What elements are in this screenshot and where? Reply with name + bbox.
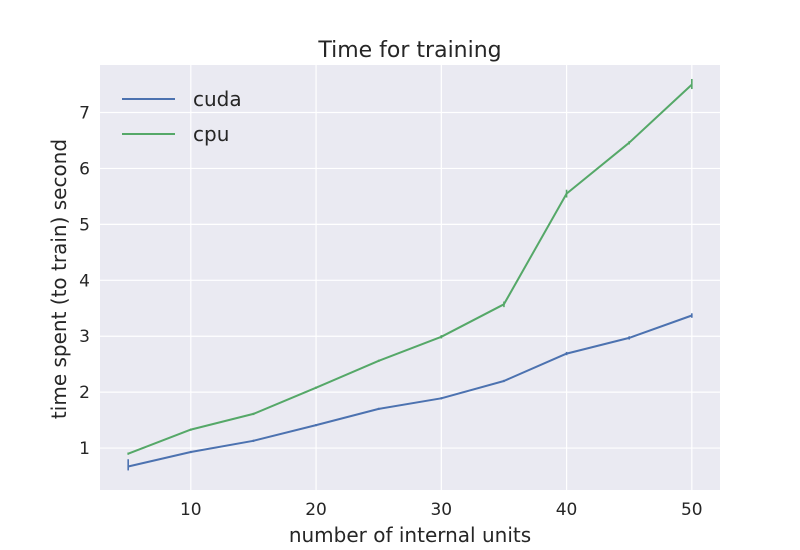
y-tick-label: 3 [79, 327, 90, 347]
x-axis-label: number of internal units [289, 523, 531, 547]
legend-label-cpu: cpu [193, 122, 229, 146]
grid [100, 65, 720, 490]
x-tick-label: 20 [305, 500, 327, 520]
y-tick-label: 7 [79, 104, 90, 124]
x-tick-label: 40 [556, 500, 578, 520]
y-tick-label: 6 [79, 159, 90, 179]
legend: cuda cpu [122, 87, 242, 146]
plot-area [100, 65, 720, 490]
series-lines [127, 78, 693, 471]
x-tick-label: 10 [180, 500, 202, 520]
legend-label-cuda: cuda [193, 87, 242, 111]
y-tick-label: 2 [79, 383, 90, 403]
y-tick-label: 5 [79, 215, 90, 235]
x-tick-label: 30 [430, 500, 452, 520]
tick-labels: 10 20 30 40 50 1 2 3 4 5 6 7 [79, 104, 702, 520]
x-tick-label: 50 [681, 500, 703, 520]
y-axis-label: time spent (to train) second [47, 139, 71, 419]
series-line-cpu [127, 83, 693, 455]
y-tick-label: 4 [79, 271, 90, 291]
series-line-cuda [127, 314, 693, 468]
y-tick-label: 1 [79, 439, 90, 459]
chart-title: Time for training [317, 38, 501, 63]
